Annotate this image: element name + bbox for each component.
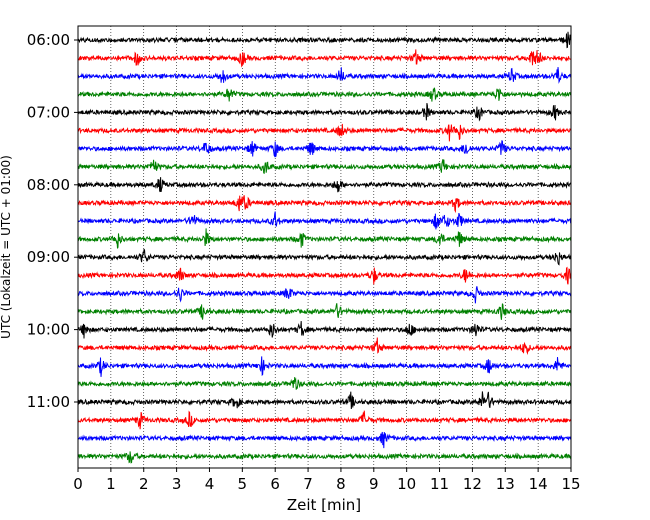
seismic-trace bbox=[77, 391, 572, 410]
seismic-trace bbox=[77, 431, 572, 449]
seismic-trace bbox=[77, 303, 572, 320]
x-tick-label: 6 bbox=[270, 475, 280, 493]
seismic-trace bbox=[77, 377, 572, 390]
y-tick-label: 07:00 bbox=[27, 103, 70, 121]
x-tick-label: 3 bbox=[172, 475, 182, 493]
seismic-trace bbox=[77, 195, 572, 214]
x-tick-label: 5 bbox=[238, 475, 248, 493]
x-tick-label: 14 bbox=[529, 475, 548, 493]
plot-area-frame bbox=[77, 25, 572, 469]
x-tick-label: 11 bbox=[430, 475, 449, 493]
x-tick-label: 0 bbox=[73, 475, 83, 493]
seismic-trace bbox=[77, 211, 572, 230]
x-tick-label: 1 bbox=[106, 475, 116, 493]
y-tick-label: 06:00 bbox=[27, 31, 70, 49]
x-tick-label: 10 bbox=[397, 475, 416, 493]
y-axis-label: UTC (Lokalzeit = UTC + 01:00) bbox=[0, 155, 13, 339]
x-axis-label: Zeit [min] bbox=[287, 496, 361, 514]
seismic-trace bbox=[77, 31, 572, 49]
y-axis-ticks: 06:00 07:00 08:00 09:00 10:00 11:00 bbox=[27, 31, 78, 411]
x-tick-label: 12 bbox=[463, 475, 482, 493]
x-tick-label: 8 bbox=[336, 475, 346, 493]
seismic-traces bbox=[77, 31, 572, 464]
seismic-trace bbox=[77, 87, 572, 102]
seismic-trace bbox=[77, 266, 572, 285]
y-tick-label: 11:00 bbox=[27, 393, 70, 411]
seismic-trace bbox=[77, 140, 572, 158]
seismic-trace bbox=[77, 228, 572, 249]
x-tick-label: 4 bbox=[205, 475, 215, 493]
seismic-trace bbox=[77, 337, 572, 356]
seismic-trace bbox=[77, 102, 572, 122]
seismic-trace bbox=[77, 67, 572, 84]
seismic-trace bbox=[77, 49, 572, 68]
x-axis-ticks: 0 1 2 3 4 5 6 7 8 9 10 11 12 13 14 15 bbox=[73, 468, 581, 493]
seismic-trace bbox=[77, 356, 572, 377]
x-tick-label: 15 bbox=[561, 475, 580, 493]
seismic-trace bbox=[77, 123, 572, 142]
seismic-trace bbox=[77, 410, 572, 430]
seismic-trace bbox=[77, 177, 572, 193]
y-tick-label: 10:00 bbox=[27, 321, 70, 339]
seismic-trace bbox=[77, 451, 572, 464]
seismic-trace bbox=[77, 286, 572, 304]
x-tick-label: 7 bbox=[303, 475, 313, 493]
x-tick-label: 2 bbox=[139, 475, 149, 493]
seismic-trace bbox=[77, 321, 572, 339]
y-tick-label: 09:00 bbox=[27, 248, 70, 266]
x-tick-label: 13 bbox=[496, 475, 515, 493]
y-tick-label: 08:00 bbox=[27, 176, 70, 194]
seismic-trace bbox=[77, 248, 572, 266]
x-tick-label: 9 bbox=[369, 475, 379, 493]
seismic-trace bbox=[77, 159, 572, 175]
